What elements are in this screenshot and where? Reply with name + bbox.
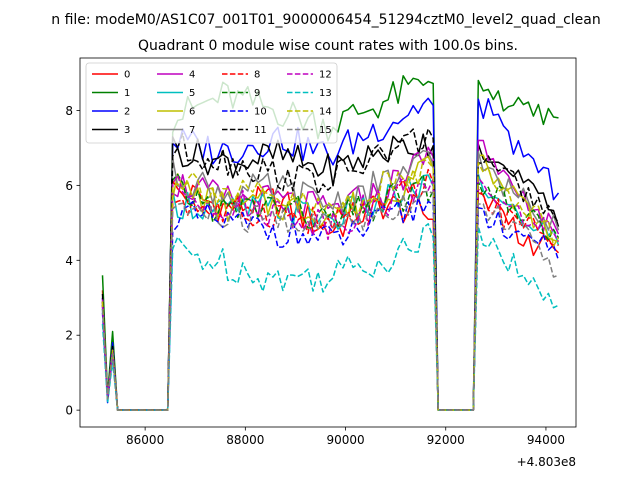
series-line-12: [101, 174, 560, 411]
legend-item-11: 11: [222, 125, 267, 136]
legend-item-5: 5: [157, 88, 195, 99]
axes-frame: [79, 57, 577, 428]
series-line-3: [101, 133, 560, 411]
legend-box: [85, 62, 338, 144]
legend-label: 12: [319, 70, 332, 81]
legend-label: 6: [189, 107, 195, 118]
legend-item-3: 3: [92, 125, 130, 136]
x-tick-label: 94000: [527, 433, 565, 447]
x-tick-label: 88000: [226, 433, 264, 447]
legend-label: 4: [189, 70, 195, 81]
legend-item-1: 1: [92, 88, 130, 99]
series-line-7: [101, 149, 560, 411]
series-line-14: [101, 158, 560, 411]
legend-label: 5: [189, 88, 195, 99]
legend-item-10: 10: [222, 107, 267, 118]
x-tick-label: 90000: [326, 433, 364, 447]
legend-item-7: 7: [157, 125, 195, 136]
series-line-13: [101, 223, 559, 411]
series-line-15: [101, 190, 559, 411]
y-tick-label: 8: [65, 104, 73, 118]
x-tick-label: 86000: [126, 433, 164, 447]
legend-label: 8: [254, 70, 260, 81]
legend-label: 11: [254, 125, 267, 136]
axes-layer: 86000 88000 90000 92000 94000 0 2 4 6 8: [65, 57, 577, 447]
legend-item-9: 9: [222, 88, 260, 99]
legend-label: 13: [319, 88, 332, 99]
y-tick-label: 4: [65, 254, 73, 268]
series-line-11: [101, 128, 560, 411]
figure-suptitle: n file: modeM0/AS1C07_001T01_9000006454_…: [51, 12, 600, 28]
chart-title: Quadrant 0 module wise count rates with …: [138, 38, 518, 54]
y-tick-label: 6: [65, 179, 73, 193]
legend-item-0: 0: [92, 70, 130, 81]
legend-label: 9: [254, 88, 260, 99]
legend-label: 3: [124, 125, 130, 136]
legend-item-2: 2: [92, 107, 130, 118]
x-axis-offset-text: +4.803e8: [517, 455, 576, 469]
legend-label: 2: [124, 107, 130, 118]
y-tick-label: 0: [65, 404, 73, 418]
legend-label: 1: [124, 88, 130, 99]
legend-item-4: 4: [157, 70, 195, 81]
legend-item-14: 14: [287, 107, 332, 118]
legend-label: 7: [189, 125, 195, 136]
legend-item-12: 12: [287, 70, 332, 81]
y-tick-label: 2: [65, 329, 73, 343]
series-line-5: [101, 173, 560, 411]
legend-label: 14: [319, 107, 332, 118]
series-layer: [101, 75, 560, 411]
legend-label: 10: [254, 107, 267, 118]
legend-label: 15: [319, 125, 332, 136]
legend-item-8: 8: [222, 70, 260, 81]
legend-item-6: 6: [157, 107, 195, 118]
x-tick-label: 92000: [427, 433, 465, 447]
legend-item-15: 15: [287, 125, 332, 136]
legend-label: 0: [124, 70, 130, 81]
legend-item-13: 13: [287, 88, 332, 99]
